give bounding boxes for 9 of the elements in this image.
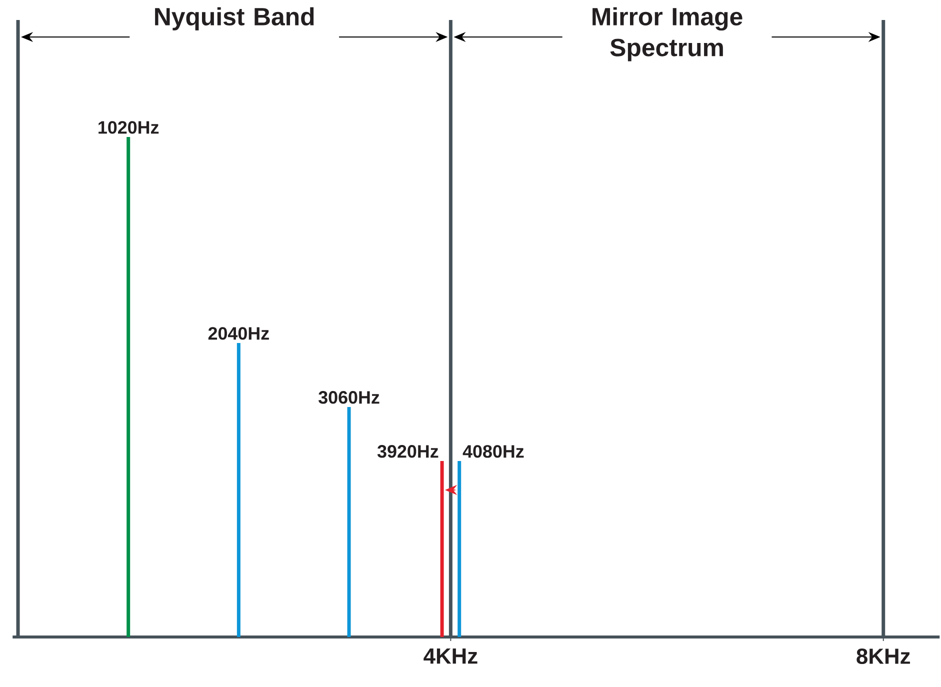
annotation: 3060Hz xyxy=(318,391,380,404)
annotation: 2040Hz xyxy=(208,327,269,340)
x-tick-label: 4KHz xyxy=(424,648,478,664)
x-tick-label: 8KHz xyxy=(856,648,910,664)
text: Mirror Image Spectrum xyxy=(592,7,742,62)
annotation: 3920Hz xyxy=(377,445,438,458)
annotation: 4080Hz xyxy=(462,445,524,458)
annotation: 1020Hz xyxy=(98,121,159,134)
text: Nyquist Band xyxy=(155,7,314,30)
